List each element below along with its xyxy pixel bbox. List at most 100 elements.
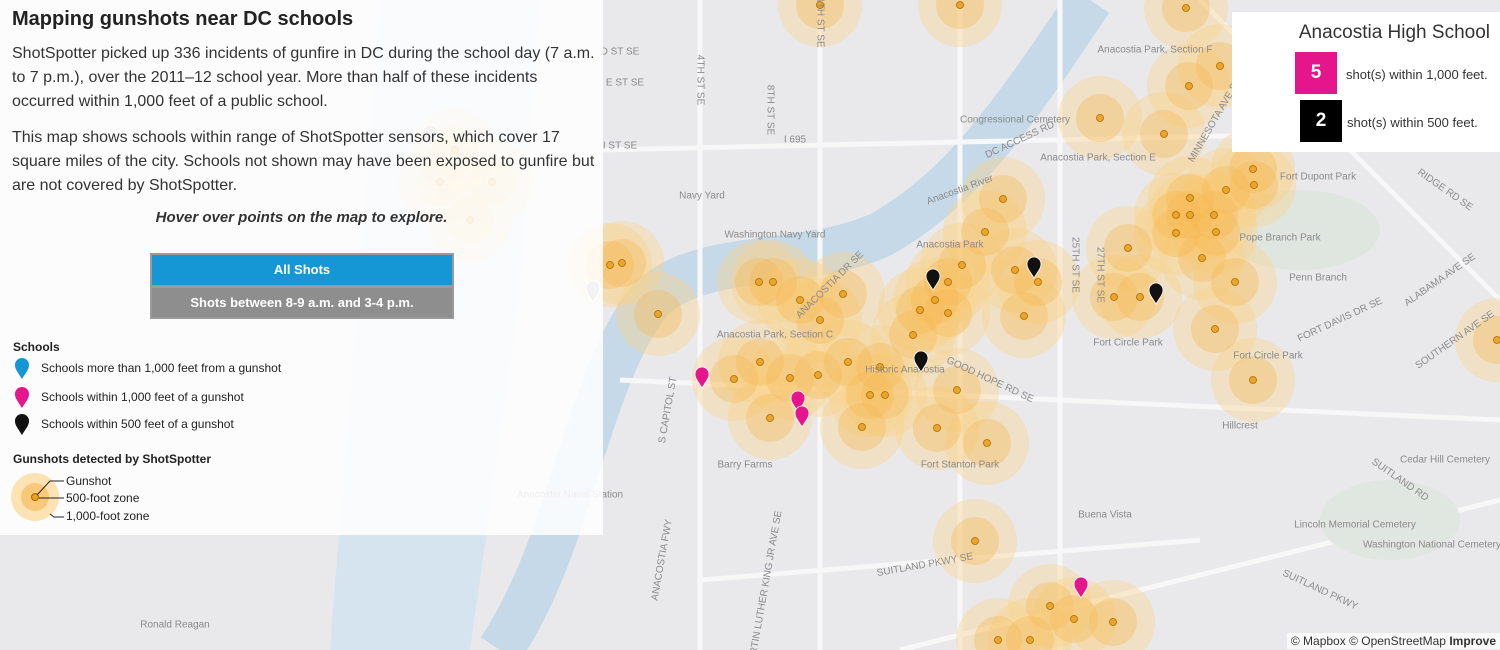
map-label: Washington Navy Yard xyxy=(725,230,826,241)
map-label: Fort Circle Park xyxy=(1233,351,1303,362)
gunshot xyxy=(1250,181,1258,189)
zone-500 xyxy=(974,616,1022,650)
anacostia-river xyxy=(480,0,1110,650)
school-pin xyxy=(794,405,810,428)
map-label: 8TH ST SE xyxy=(764,85,775,136)
map-label: Cedar Hill Cemetery xyxy=(1400,455,1490,466)
gunshot xyxy=(755,278,763,286)
gunshot xyxy=(1026,636,1034,644)
attribution-item: © Mapbox xyxy=(1290,634,1346,648)
gunshot xyxy=(1231,278,1239,286)
map-label: Lincoln Memorial Cemetery xyxy=(1294,520,1416,531)
legend-pin xyxy=(15,414,29,435)
gunshot xyxy=(844,358,852,366)
legend-title: Schools xyxy=(13,340,60,354)
zone-1000 xyxy=(1071,580,1155,650)
legend-item: 500-foot zone xyxy=(66,491,140,505)
attribution-item: © OpenStreetMap xyxy=(1349,634,1446,648)
map-label: Historic Anacostia xyxy=(865,365,945,376)
paragraph: ShotSpotter picked up 336 incidents of g… xyxy=(12,45,595,110)
side-panel: Mapping gunshots near DC schools ShotSpo… xyxy=(0,0,603,535)
count-label: shot(s) within 1,000 feet. xyxy=(1346,67,1488,82)
gunshot xyxy=(1186,194,1194,202)
zone-1000 xyxy=(918,0,1002,47)
map-label: Anacostia Park xyxy=(916,240,984,251)
gunshot xyxy=(1210,211,1218,219)
map-label: Congressional Cemetery xyxy=(960,115,1070,126)
map-label: Navy Yard xyxy=(679,191,725,202)
gunshot xyxy=(1160,130,1168,138)
gunshot xyxy=(1124,244,1132,252)
gunshot xyxy=(1212,228,1220,236)
zone-500 xyxy=(796,0,844,29)
map-label: Fort Dupont Park xyxy=(1280,172,1357,183)
gunshot xyxy=(944,309,952,317)
title: Mapping gunshots near DC schools xyxy=(12,8,354,30)
map-label: Hillcrest xyxy=(1222,421,1258,432)
gunshot xyxy=(983,439,991,447)
school-pin xyxy=(1073,576,1089,599)
gunshot xyxy=(1172,211,1180,219)
gunshot xyxy=(618,259,626,267)
gunshot xyxy=(1211,325,1219,333)
zone-1000 xyxy=(1455,298,1500,382)
gunshot xyxy=(1249,165,1257,173)
map-label: Buena Vista xyxy=(1078,510,1132,521)
gunshot xyxy=(1109,618,1117,626)
map-label: I 695 xyxy=(784,135,807,146)
school-pin xyxy=(913,350,929,373)
map-label: Ronald Reagan xyxy=(140,620,210,631)
gunshot xyxy=(881,391,889,399)
gunshot xyxy=(1011,266,1019,274)
gunshot xyxy=(1020,312,1028,320)
gunshot xyxy=(1096,114,1104,122)
gunshot xyxy=(953,386,961,394)
info-box: Anacostia High School 5 shot(s) within 1… xyxy=(1232,12,1500,152)
legend-pin xyxy=(15,358,29,379)
gunshot xyxy=(994,636,1002,644)
zone-1000 xyxy=(1032,577,1116,650)
gunshot xyxy=(1222,186,1230,194)
button[interactable]: All Shots xyxy=(150,253,454,287)
gunshot xyxy=(756,358,764,366)
attribution-link[interactable]: Improve xyxy=(1449,634,1496,648)
zone-1000 xyxy=(988,598,1072,650)
legend-item: 1,000-foot zone xyxy=(66,509,150,523)
legend-item: Gunshot xyxy=(66,474,112,488)
legend-item: Schools within 500 feet of a gunshot xyxy=(41,417,234,431)
gunshot xyxy=(909,331,917,339)
map-label: Fort Stanton Park xyxy=(921,460,1000,471)
gunshot xyxy=(1110,293,1118,301)
map-label: 4TH ST SE xyxy=(694,55,705,106)
gunshot xyxy=(1185,82,1193,90)
count-500: 2 xyxy=(1300,100,1342,142)
map-label: Pope Branch Park xyxy=(1239,233,1321,244)
gunshot xyxy=(981,228,989,236)
gunshot xyxy=(814,371,822,379)
count-label: shot(s) within 500 feet. xyxy=(1347,115,1478,130)
gunshot xyxy=(796,296,804,304)
legend-gunshot xyxy=(11,473,64,521)
legend-item: Schools within 1,000 feet of a gunshot xyxy=(41,390,244,404)
gunshot xyxy=(971,537,979,545)
school-pin xyxy=(1148,282,1164,305)
map-label: Washington National Cemetery xyxy=(1363,540,1500,551)
gunshot xyxy=(933,424,941,432)
map-label: Barry Farms xyxy=(718,460,773,471)
gunshot xyxy=(769,278,777,286)
map-label: E ST SE xyxy=(606,78,644,89)
button[interactable]: Shots between 8-9 a.m. and 3-4 p.m. xyxy=(150,286,454,319)
gunshot xyxy=(786,374,794,382)
gunshot xyxy=(931,296,939,304)
legend-pin xyxy=(15,387,29,408)
map-label: Anacostia Park, Section E xyxy=(1040,153,1156,164)
gunshot xyxy=(816,316,824,324)
gunshot xyxy=(1046,602,1054,610)
park xyxy=(1320,480,1460,560)
gunshot xyxy=(816,1,824,9)
zone-500 xyxy=(936,0,984,29)
school-pin xyxy=(694,366,710,389)
zone-500 xyxy=(1162,0,1210,32)
school-pin xyxy=(925,268,941,291)
